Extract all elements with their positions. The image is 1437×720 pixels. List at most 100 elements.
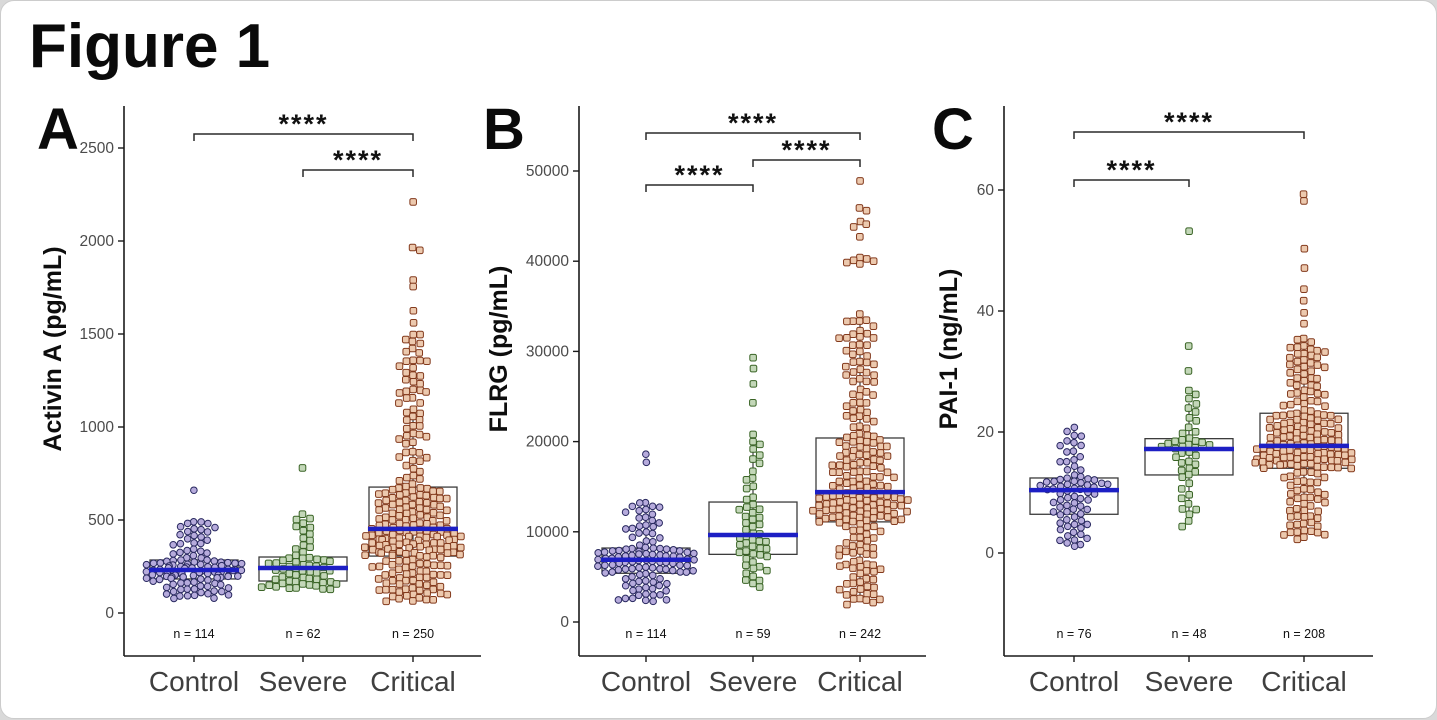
data-point-control xyxy=(203,536,212,544)
data-point-critical xyxy=(415,519,424,527)
data-point-critical xyxy=(1306,485,1315,494)
significance-bracket xyxy=(645,184,754,192)
data-point-critical xyxy=(422,595,431,604)
data-point-critical xyxy=(849,511,858,520)
data-point-critical xyxy=(1286,528,1295,537)
data-point-severe xyxy=(1191,460,1200,469)
data-point-critical xyxy=(408,447,417,456)
data-point-severe xyxy=(1184,423,1193,432)
data-point-severe xyxy=(306,536,314,545)
data-point-severe xyxy=(749,364,758,373)
data-point-critical xyxy=(842,515,850,524)
data-point-critical xyxy=(409,576,417,585)
data-point-critical xyxy=(1286,424,1295,433)
data-point-severe xyxy=(298,510,307,519)
data-point-critical xyxy=(408,486,417,495)
data-point-control xyxy=(641,577,650,585)
data-point-critical xyxy=(1306,414,1315,422)
data-point-severe xyxy=(1178,505,1187,513)
data-point-critical xyxy=(856,326,864,335)
data-point-critical xyxy=(429,551,438,560)
data-point-control xyxy=(149,577,157,585)
data-point-control xyxy=(224,558,232,567)
data-point-critical xyxy=(429,508,438,517)
data-point-critical xyxy=(1280,419,1288,428)
data-point-critical xyxy=(433,532,441,541)
data-point-critical xyxy=(1334,463,1342,472)
data-point-critical xyxy=(430,539,438,547)
data-point-critical xyxy=(842,462,851,471)
data-point-critical xyxy=(815,510,824,518)
data-point-control xyxy=(1056,510,1065,519)
data-point-severe xyxy=(299,519,308,527)
data-point-critical xyxy=(829,499,838,507)
data-point-critical xyxy=(856,500,864,509)
data-point-critical xyxy=(856,520,865,528)
data-point-severe xyxy=(748,522,757,531)
data-point-critical xyxy=(1341,458,1350,467)
data-point-severe xyxy=(755,459,764,468)
data-point-critical xyxy=(1307,367,1315,375)
data-point-critical xyxy=(1293,374,1301,382)
data-point-critical xyxy=(856,467,864,476)
y-tick-label: 40000 xyxy=(526,253,569,270)
data-point-control xyxy=(669,546,678,554)
data-point-critical xyxy=(395,399,403,407)
data-point-control xyxy=(1084,496,1092,504)
data-point-critical xyxy=(822,500,831,508)
data-point-severe xyxy=(749,467,757,476)
data-point-severe xyxy=(285,569,294,578)
data-point-control xyxy=(676,561,684,569)
data-point-control xyxy=(176,530,184,539)
data-point-severe xyxy=(756,440,764,449)
data-point-control xyxy=(190,585,199,593)
data-point-severe xyxy=(749,482,758,491)
data-point-control xyxy=(196,560,205,569)
data-point-critical xyxy=(849,573,858,581)
data-point-critical xyxy=(856,347,864,356)
data-point-severe xyxy=(1192,451,1200,460)
y-tick-label: 10000 xyxy=(526,524,569,541)
data-point-critical xyxy=(443,506,451,515)
data-point-control xyxy=(190,591,199,600)
data-point-critical xyxy=(1293,469,1302,477)
data-point-control xyxy=(1077,516,1086,525)
data-point-control xyxy=(197,518,205,526)
data-point-critical xyxy=(402,347,411,356)
data-point-critical xyxy=(863,510,871,519)
data-point-critical xyxy=(1300,459,1308,468)
data-point-control xyxy=(196,539,205,548)
data-point-control xyxy=(1077,432,1086,440)
data-point-severe xyxy=(1185,414,1194,422)
data-point-critical xyxy=(863,341,871,350)
data-point-critical xyxy=(862,358,871,367)
data-point-severe xyxy=(1191,437,1200,445)
data-point-critical xyxy=(842,346,851,355)
data-point-critical xyxy=(408,562,417,570)
data-point-critical xyxy=(382,585,390,594)
data-point-control xyxy=(210,587,218,595)
data-point-critical xyxy=(1307,427,1315,435)
significance-stars: **** xyxy=(333,145,383,175)
data-point-critical xyxy=(1321,402,1329,410)
data-point-critical xyxy=(388,494,397,502)
data-point-critical xyxy=(849,477,857,486)
data-point-critical xyxy=(381,504,390,512)
data-point-critical xyxy=(1280,426,1288,434)
data-point-control xyxy=(1070,431,1079,440)
data-point-control xyxy=(1056,503,1064,511)
data-point-control xyxy=(634,591,643,600)
data-point-critical xyxy=(835,585,844,594)
data-point-critical xyxy=(436,589,445,598)
data-point-severe xyxy=(749,579,757,588)
data-point-critical xyxy=(422,567,431,576)
data-point-critical xyxy=(368,539,376,547)
data-point-critical xyxy=(855,310,864,318)
data-point-critical xyxy=(388,585,397,594)
data-point-critical xyxy=(856,578,865,586)
data-point-critical xyxy=(1276,461,1284,469)
data-point-control xyxy=(1083,505,1092,514)
data-point-severe xyxy=(320,572,328,580)
data-point-critical xyxy=(395,453,404,461)
data-point-critical xyxy=(1272,450,1281,458)
